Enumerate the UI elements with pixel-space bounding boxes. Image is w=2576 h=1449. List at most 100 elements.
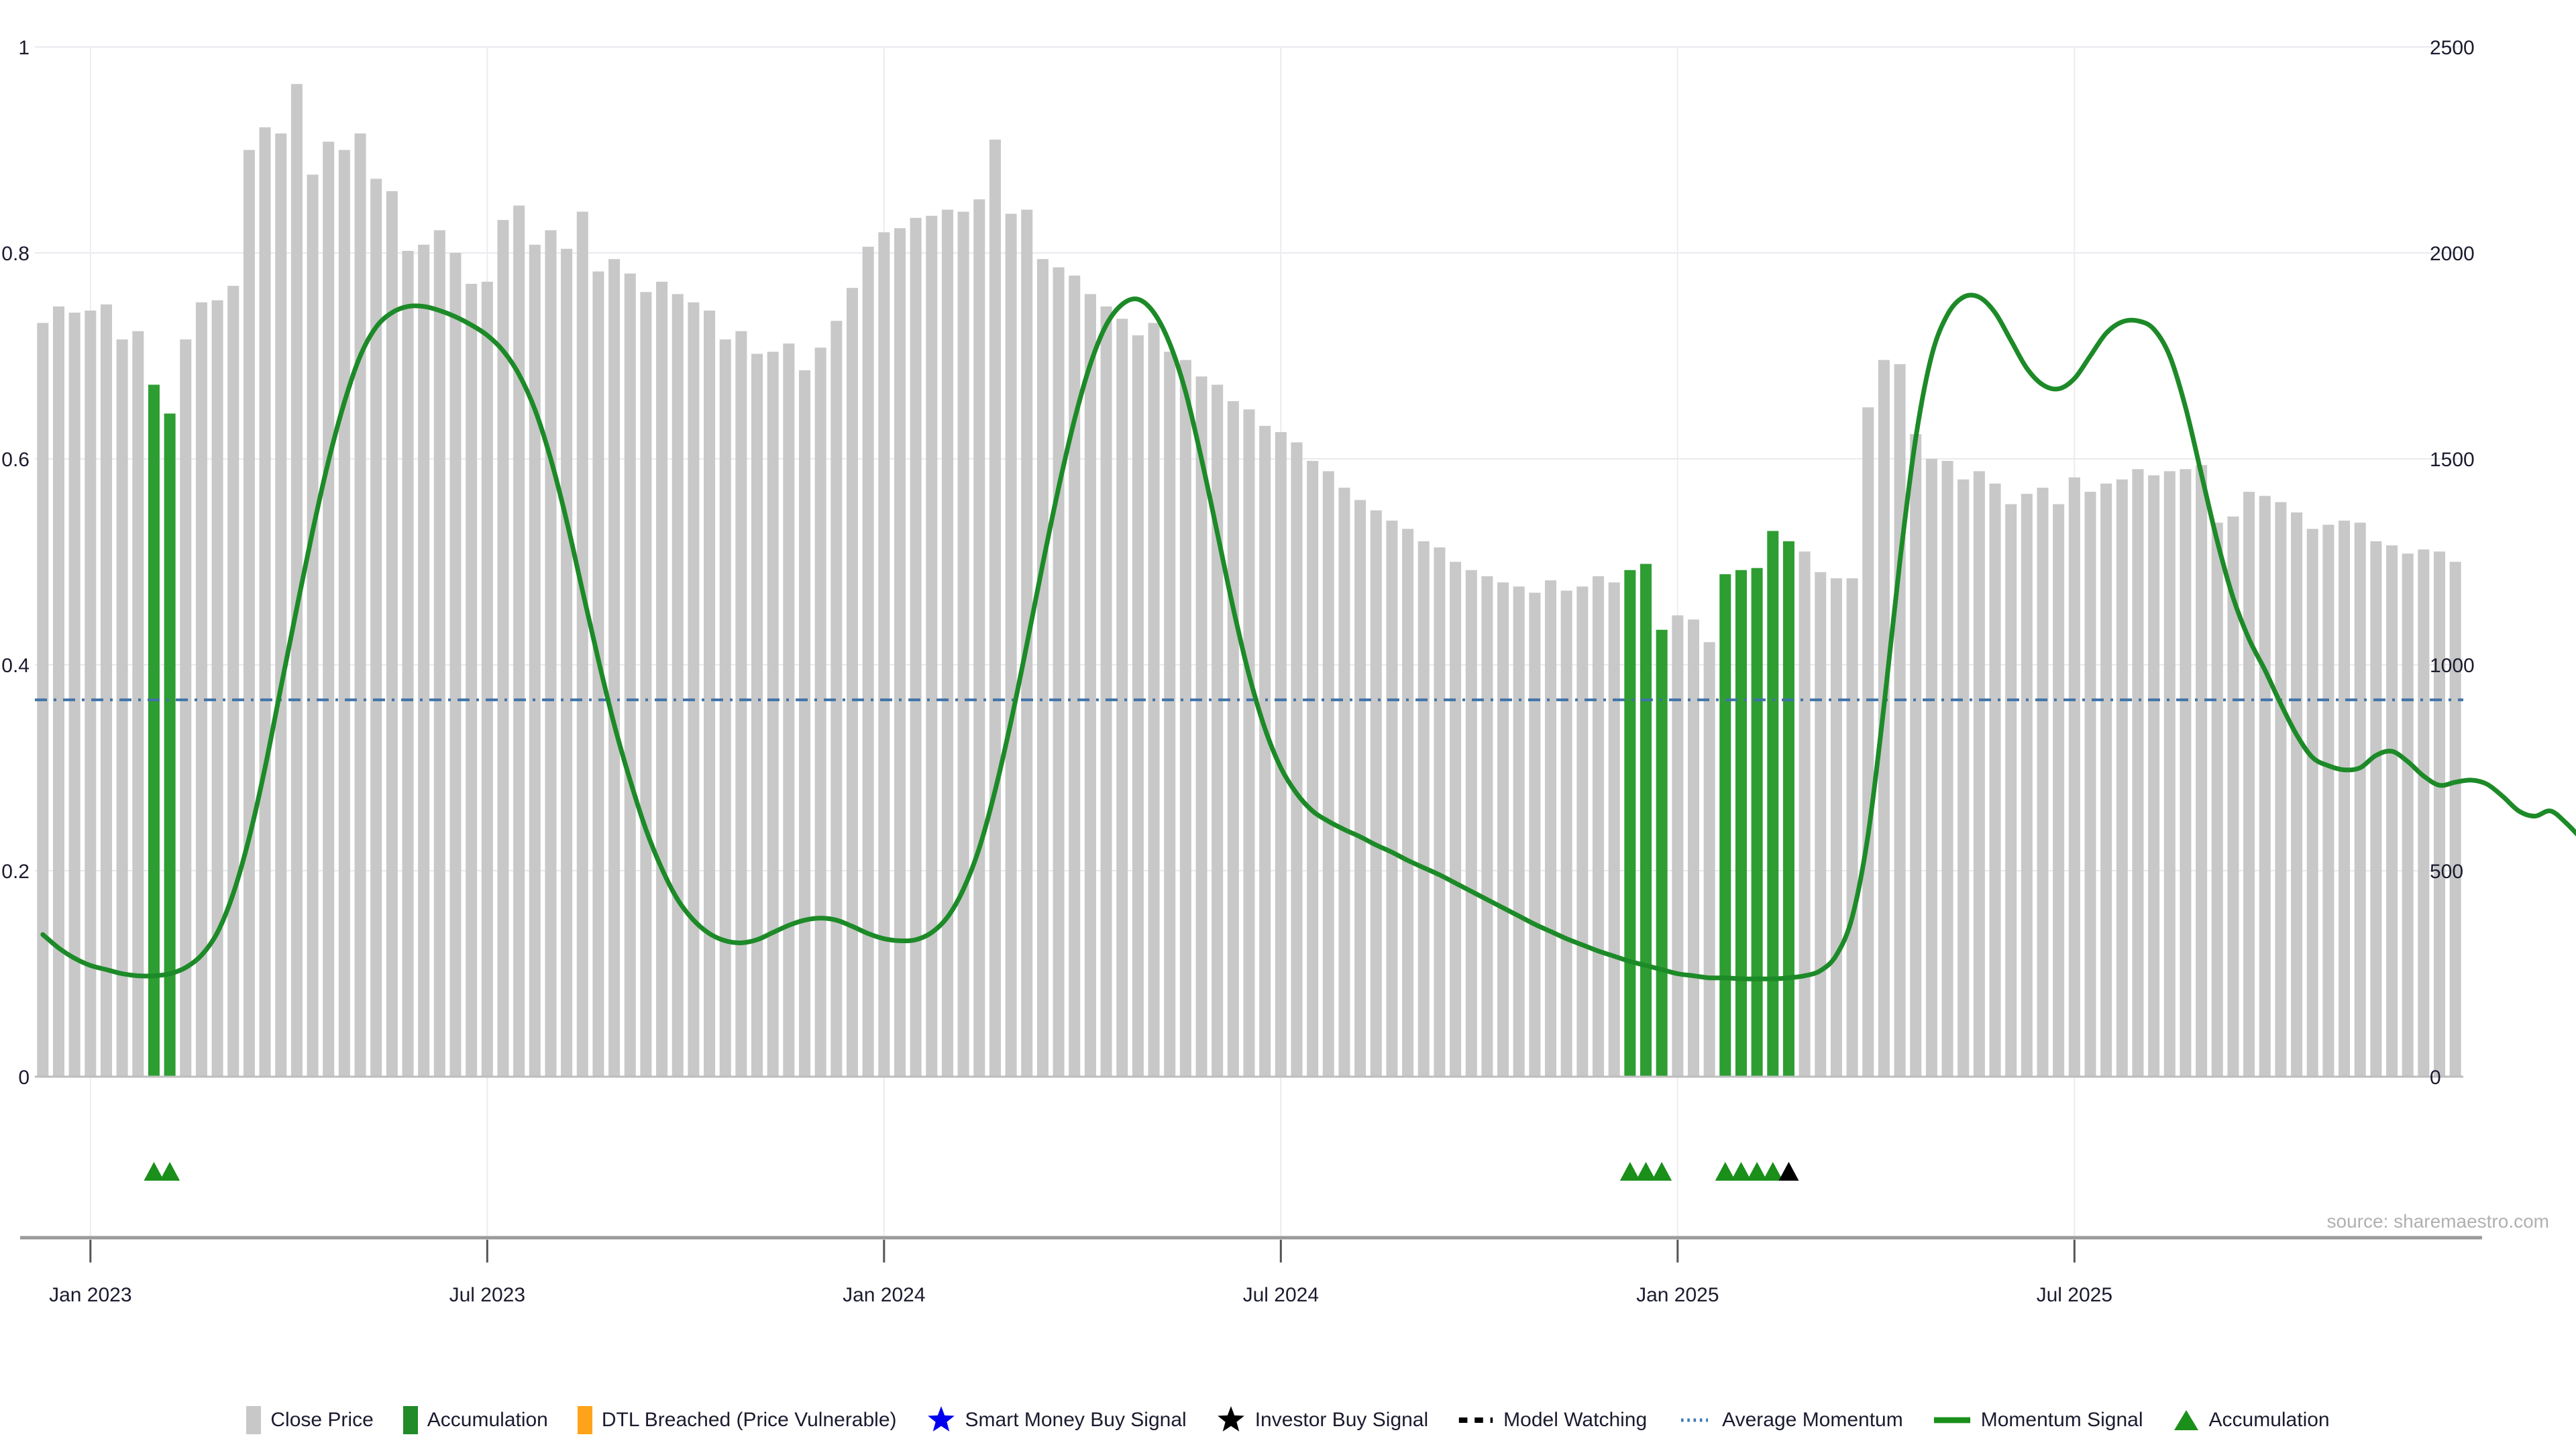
close-price-bar <box>338 150 350 1077</box>
close-price-bar <box>1513 586 1525 1077</box>
close-price-bar <box>1672 615 1684 1077</box>
legend-item[interactable]: Close Price <box>246 1406 374 1434</box>
y-axis-left-tick-label: 0.6 <box>1 449 30 471</box>
close-price-bar <box>1481 576 1493 1077</box>
close-price-bar <box>354 133 366 1077</box>
x-tick-label: Jul 2024 <box>1243 1284 1319 1306</box>
legend-item[interactable]: Accumulation <box>2173 1408 2330 1432</box>
close-price-bar <box>2259 496 2271 1077</box>
legend-item[interactable]: Smart Money Buy Signal <box>926 1405 1187 1435</box>
close-price-bar <box>2339 521 2351 1077</box>
legend-bar-swatch <box>246 1406 262 1434</box>
legend-item-label: Momentum Signal <box>1980 1409 2143 1431</box>
close-price-bar <box>2068 477 2080 1077</box>
legend-bar-swatch <box>402 1406 418 1434</box>
legend-item[interactable]: Momentum Signal <box>1933 1409 2143 1432</box>
accumulation-bar <box>1767 531 1779 1077</box>
close-price-bar <box>497 219 509 1077</box>
accumulation-marker <box>1747 1162 1768 1181</box>
close-price-bar <box>1576 586 1589 1077</box>
close-price-bar <box>576 211 588 1077</box>
close-price-bar <box>2291 512 2303 1077</box>
close-price-bar <box>2132 469 2144 1077</box>
x-tick-label: Jan 2025 <box>1636 1284 1719 1306</box>
legend-item-label: Accumulation <box>2208 1409 2330 1431</box>
close-price-bar <box>735 331 747 1077</box>
dotted-line-icon <box>1681 1418 1709 1422</box>
legend-bar-swatch <box>577 1406 592 1434</box>
close-price-bar <box>449 253 462 1077</box>
close-price-bar <box>2354 523 2366 1077</box>
close-price-bar <box>195 302 207 1077</box>
legend-item[interactable]: Model Watching <box>1458 1409 1647 1432</box>
legend-item[interactable]: Average Momentum <box>1676 1409 1903 1432</box>
accumulation-marker <box>1619 1162 1640 1181</box>
close-price-bar <box>941 209 953 1077</box>
close-price-bar <box>561 248 573 1077</box>
close-price-bar <box>1291 442 1303 1077</box>
y-axis-left-tick-label: 0.8 <box>1 243 30 265</box>
close-price-bar <box>798 370 811 1077</box>
accumulation-marker <box>144 1162 164 1181</box>
y-axis-right-tick-label: 2000 <box>2430 243 2475 265</box>
y-axis-right-tick-label: 1000 <box>2430 655 2475 677</box>
solid-line-icon <box>1933 1417 1970 1424</box>
legend-item-label: Close Price <box>270 1409 374 1431</box>
y-axis-right-labels: 0 500 1000 1500 2000 2500 <box>2430 37 2475 1089</box>
close-price-bar <box>2306 529 2318 1077</box>
close-price-bar <box>386 191 398 1077</box>
close-price-bar <box>830 321 843 1077</box>
close-price-bar <box>2243 492 2255 1077</box>
close-price-bar <box>1608 582 1620 1077</box>
close-price-bar <box>751 354 763 1077</box>
close-price-bar <box>275 133 287 1077</box>
accumulation-bar <box>1751 568 1763 1077</box>
close-price-bar <box>814 347 826 1077</box>
close-price-bar <box>1084 294 1096 1077</box>
close-price-bar <box>957 211 969 1077</box>
close-price-bar <box>592 271 604 1077</box>
close-price-bar <box>545 230 557 1077</box>
close-price-bar <box>1941 461 1953 1077</box>
close-price-bar <box>323 142 335 1077</box>
close-price-bar <box>1386 521 1398 1077</box>
close-price-bar <box>1529 592 1541 1077</box>
close-price-bar <box>719 339 731 1077</box>
close-price-bar <box>466 284 478 1077</box>
close-price-bars-group <box>37 84 2461 1077</box>
legend-item[interactable]: DTL Breached (Price Vulnerable) <box>577 1406 897 1434</box>
close-price-bar <box>2196 465 2208 1077</box>
accumulation-bar <box>1624 570 1636 1077</box>
legend-item[interactable]: Investor Buy Signal <box>1216 1405 1428 1435</box>
accumulation-marker <box>160 1162 180 1181</box>
accumulation-bar <box>1656 629 1668 1077</box>
close-price-bar <box>1116 319 1128 1077</box>
close-price-bar <box>2084 492 2096 1077</box>
close-price-bar <box>290 84 303 1077</box>
close-price-bar <box>243 150 255 1077</box>
legend-item[interactable]: Accumulation <box>402 1406 548 1434</box>
close-price-bar <box>1275 432 1287 1077</box>
close-price-bar <box>370 178 382 1077</box>
y-axis-right-tick-label: 1500 <box>2430 449 2475 471</box>
close-price-bar <box>481 281 493 1077</box>
close-price-bar <box>910 217 922 1077</box>
close-price-bar <box>2005 504 2017 1077</box>
close-price-bar <box>2100 483 2112 1077</box>
chart-legend: Close Price Accumulation DTL Breached (Pri… <box>0 1405 2576 1435</box>
accumulation-marker <box>1715 1162 1735 1181</box>
close-price-bar <box>2053 504 2065 1077</box>
close-price-bar <box>1417 541 1430 1077</box>
triangle-icon <box>2174 1410 2198 1430</box>
close-price-bar <box>846 288 859 1077</box>
close-price-bar <box>2433 551 2446 1077</box>
accumulation-marker <box>1731 1162 1752 1181</box>
close-price-bar <box>1053 267 1065 1077</box>
close-price-bar <box>2021 494 2033 1077</box>
star-icon <box>1217 1406 1244 1432</box>
close-price-bar <box>1497 582 1509 1077</box>
close-price-bar <box>227 286 239 1077</box>
close-price-bar <box>973 199 985 1077</box>
